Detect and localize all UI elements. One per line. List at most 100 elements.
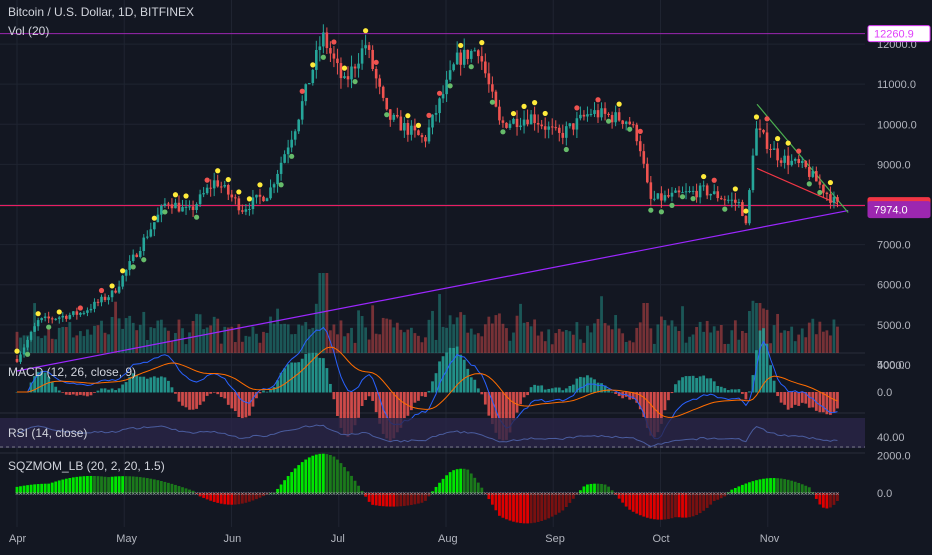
sqzmom-bar [374,493,378,506]
sqzmom-bar [381,493,385,507]
volume-bar [255,333,258,353]
candle-body [684,191,688,193]
candle-body [142,237,146,251]
volume-bar [96,325,100,353]
axis-background [865,0,932,550]
squeeze-mark: × [180,491,184,498]
squeeze-mark: × [698,491,702,498]
volume-bar [138,324,142,353]
sqzmom-bar [142,477,146,494]
candle-body [100,296,103,303]
sqzmom-bar [409,493,413,505]
sqzmom-bar [667,493,670,519]
volume-bar [371,305,375,353]
volume-bar [667,325,670,353]
sqzmom-bar [445,475,448,494]
macd-histogram-bar [628,392,632,400]
candle-body [702,185,705,187]
candle-body [536,123,540,125]
squeeze-mark: × [705,491,709,498]
dot-yellow [785,140,791,146]
candle-body [459,52,462,65]
squeeze-mark: × [195,491,199,498]
volume-bar [262,331,265,353]
squeeze-mark: × [402,491,406,498]
sqzmom-bar [177,486,181,494]
dot-red [373,59,379,65]
sqzmom-bar [321,453,325,494]
squeeze-mark: × [75,491,79,498]
sqzmom-bar [593,483,596,494]
macd-histogram-bar [177,392,181,402]
candle-body [61,315,65,318]
squeeze-mark: × [758,491,762,498]
candle-body [269,187,272,199]
candle-body [191,206,195,210]
squeeze-mark: × [761,491,765,498]
sqzmom-bar [547,493,551,519]
candle-body [156,214,160,223]
macd-histogram-bar [283,368,287,393]
candle-body [762,129,765,133]
sqzmom-bar [318,453,322,494]
candle-body [621,120,624,124]
volume-bar [350,327,353,353]
volume-bar [638,322,642,353]
price-axis[interactable]: 4000.05000.06000.07000.08000.09000.01000… [865,0,932,550]
squeeze-mark: × [469,491,473,498]
sqzmom-bar [237,493,241,505]
volume-bar [561,331,565,353]
squeeze-mark: × [776,491,780,498]
candle-body [241,210,244,212]
squeeze-mark: × [399,491,403,498]
sqzmom-bar [385,493,389,507]
macd-histogram-bar [681,377,684,393]
sqzmom-bar [543,493,547,520]
time-axis[interactable]: Apr May Jun Jul Aug Sep Oct Nov [0,527,932,550]
macd-histogram-bar [769,365,772,393]
sqzmom-bar [726,492,730,494]
macd-histogram-bar [807,392,811,408]
candle-body [89,308,93,311]
squeeze-mark: × [406,491,410,498]
volume-bar [174,333,177,353]
macd-histogram-bar [441,356,445,393]
drawing-lines[interactable] [0,33,875,372]
sqzmom-bar [755,480,758,494]
candle-body [174,202,177,209]
volume-bar [674,326,677,353]
candle-body [716,191,720,199]
squeeze-mark: × [92,491,96,498]
macd-histogram-bar [279,372,283,393]
macd-histogram-bar [434,373,438,393]
volume-bar [93,325,96,353]
price-tick-label: 4000.0 [877,360,911,372]
volume-bar [107,334,110,353]
volume-bar [378,334,382,353]
macd-histogram-bar [498,392,501,440]
sqzmom-bar [240,493,244,504]
sqzmom-bar [614,493,618,495]
macd-histogram-bar [195,392,198,409]
candle-body [177,202,181,212]
macd-histogram-bar [138,376,142,393]
macd-histogram-bar [346,392,350,437]
sqzmom-bar [695,493,699,515]
squeeze-mark: × [642,491,646,498]
candle-body [103,296,107,301]
macd-histogram-bar [762,328,765,393]
dot-red [595,97,601,103]
candle-body [110,290,114,298]
sqzmom-bar [61,479,65,494]
macd-histogram-bar [86,392,89,397]
panel-tick-label: 500.0 [877,360,905,372]
sqzmom-bar [744,483,748,494]
macd-histogram-bar [156,377,160,393]
macd-histogram-bar [726,390,730,393]
volume-bar [536,335,540,353]
candle-body [730,199,734,201]
volume-bar [68,322,72,353]
macd-histogram-bar [438,361,441,393]
sqzmom-bar [212,493,216,502]
